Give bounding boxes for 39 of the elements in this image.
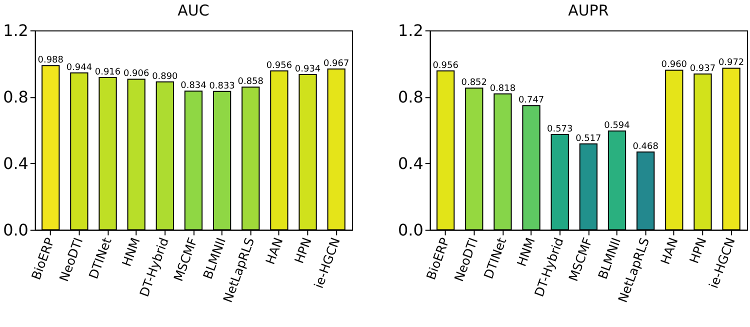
x-tick-label: HNM	[514, 236, 538, 268]
data-label: 0.956	[432, 60, 459, 71]
y-tick-label: 0.8	[398, 87, 424, 106]
data-label: 0.916	[94, 68, 121, 78]
data-label: 0.594	[604, 121, 630, 132]
data-label: 0.858	[238, 77, 264, 88]
data-label: 0.517	[576, 134, 602, 144]
x-tick-label: HAN	[657, 236, 681, 266]
x-tick-label: HPN	[291, 236, 314, 266]
y-tick-label: 1.2	[398, 20, 424, 40]
data-label: 0.468	[632, 142, 659, 152]
y-tick-label: 0.0	[3, 220, 28, 240]
x-tick-label: HAN	[262, 236, 286, 266]
data-label: 0.747	[518, 96, 544, 106]
x-tick-label: HPN	[686, 236, 710, 266]
x-tick-label: HNM	[118, 236, 143, 268]
data-label: 0.834	[180, 81, 207, 92]
data-label: 0.988	[38, 56, 64, 66]
data-label: 0.573	[547, 124, 573, 135]
data-label: 0.852	[461, 78, 487, 88]
y-tick-label: 0.0	[398, 220, 424, 240]
x-tick-label: BioERP	[28, 235, 58, 282]
data-label: 0.906	[123, 69, 150, 80]
y-tick-label: 1.2	[3, 20, 28, 40]
data-label: 0.833	[209, 81, 235, 92]
data-label: 0.972	[718, 58, 744, 68]
chart-title: AUPR	[568, 1, 609, 20]
data-label: 0.967	[324, 59, 350, 70]
data-label: 0.890	[152, 72, 178, 82]
data-label: 0.960	[661, 60, 688, 70]
data-label: 0.818	[490, 84, 516, 94]
data-label: 0.956	[266, 60, 292, 71]
data-label: 0.937	[690, 64, 716, 74]
y-tick-label: 0.8	[3, 87, 28, 106]
y-tick-label: 0.4	[398, 154, 424, 173]
data-label: 0.944	[66, 62, 92, 73]
data-label: 0.934	[294, 64, 321, 75]
chart-title: AUC	[178, 1, 210, 20]
y-tick-label: 0.4	[3, 154, 28, 173]
